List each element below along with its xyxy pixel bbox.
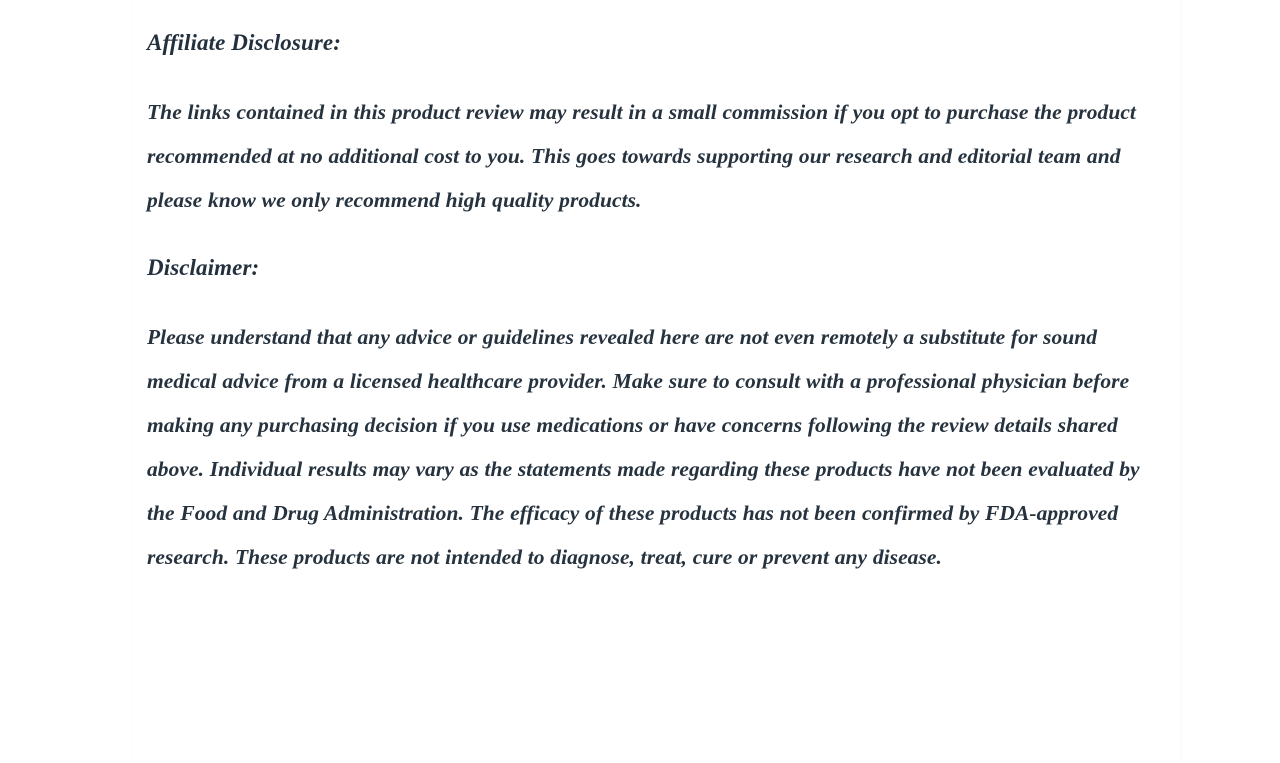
disclaimer-paragraph: Please understand that any advice or gui…: [147, 325, 1140, 569]
article-content-column: Affiliate Disclosure: The links containe…: [132, 0, 1182, 763]
affiliate-disclosure-paragraph: The links contained in this product revi…: [147, 100, 1136, 212]
spacer-after-disclaimer-heading: [147, 290, 1149, 315]
spacer-after-affiliate-paragraph: [147, 222, 1149, 246]
spacer-after-affiliate-heading: [147, 65, 1149, 90]
disclaimer-heading: Disclaimer:: [147, 255, 260, 280]
affiliate-disclosure-heading: Affiliate Disclosure:: [147, 30, 341, 55]
article-body: Affiliate Disclosure: The links containe…: [147, 21, 1149, 579]
